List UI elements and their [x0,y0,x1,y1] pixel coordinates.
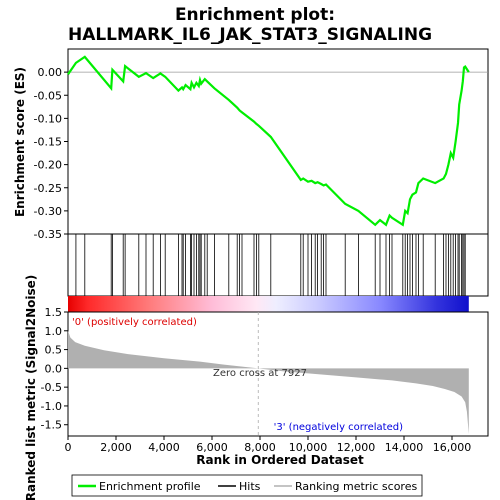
metric-panel-frame [67,311,489,437]
chart-title-line2: HALLMARK_IL6_JAK_STAT3_SIGNALING [68,25,432,45]
metric-y-axis-label: Ranked list metric (Signal2Noise) [24,275,38,500]
legend-label-hits: Hits [239,480,261,493]
positive-correlation-label: '0' (positively correlated) [72,317,197,328]
x-tick-label: 8,000 [244,441,276,454]
metric-y-ticks: 1.5 1.0 0.5 0.0 -0.5 -1.0 -1.5 [41,306,68,432]
x-tick-label: 14,000 [385,441,424,454]
es-panel-frame [67,48,489,235]
metric-y-tick-label: 1.0 [45,325,63,338]
negative-correlation-label: '3' (negatively correlated) [274,422,403,433]
legend: Enrichment profile Hits Ranking metric s… [71,474,423,497]
hits-panel-frame [67,233,489,297]
hit-lines [75,234,466,296]
x-tick-label: 6,000 [196,441,228,454]
es-y-tick-label: -0.35 [34,228,62,241]
es-panel: 0.00-0.05-0.10-0.15-0.20-0.25-0.30-0.35 … [13,48,489,241]
chart-title-line1: Enrichment plot: [175,5,335,25]
legend-box [71,474,423,497]
es-y-ticks: 0.00 -0.05 -0.10 -0.15 -0.20 -0.25 -0.30 -0.35 [34,66,68,241]
zero-cross-label: Zero cross at 7927 [213,368,307,379]
x-axis-label: Rank in Ordered Dataset [196,453,364,467]
legend-label-ranking-metric: Ranking metric scores [295,480,417,493]
es-y-tick-label: -0.10 [34,112,62,125]
metric-y-tick-label: 0.0 [45,362,63,375]
es-y-tick-label: -0.05 [34,89,62,102]
metric-y-tick-label: 0.5 [45,344,63,357]
metric-y-tick-label: -0.5 [41,381,62,394]
x-tick-label: 0 [65,441,72,454]
ranking-metric-area [68,330,469,435]
es-y-tick-label: 0.00 [38,66,63,79]
metric-y-tick-label: -1.0 [41,400,62,413]
es-y-axis-label: Enrichment score (ES) [13,67,27,217]
metric-panel: Zero cross at 7927 '0' (positively corre… [24,275,489,500]
es-profile-line [67,55,470,227]
x-tick-label: 16,000 [433,441,472,454]
hits-panel [67,233,489,297]
metric-y-tick-label: -1.5 [41,419,62,432]
metric-y-tick-label: 1.5 [45,306,63,319]
x-axis-ticks: 0 2,000 4,000 6,000 8,000 10,000 12,000 14,000 1… [65,436,472,454]
es-y-tick-label: -0.25 [34,182,62,195]
rank-colorbar-strip [68,296,469,312]
x-tick-label: 10,000 [289,441,328,454]
x-tick-label: 2,000 [100,441,132,454]
rank-colorbar [68,296,469,312]
es-y-tick-label: -0.20 [34,159,62,172]
es-y-tick-label: -0.30 [34,205,62,218]
x-tick-label: 4,000 [148,441,180,454]
x-tick-label: 12,000 [337,441,376,454]
legend-label-enrichment-profile: Enrichment profile [99,480,201,493]
es-y-tick-label: -0.15 [34,136,62,149]
